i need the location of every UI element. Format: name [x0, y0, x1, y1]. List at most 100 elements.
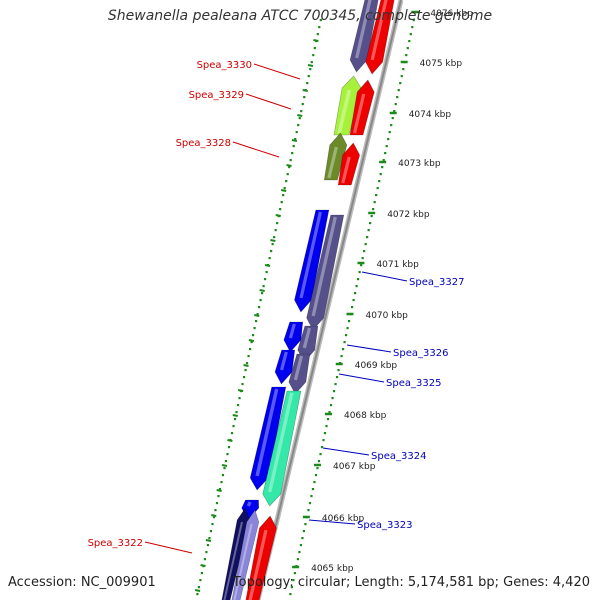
inner-tick-mark — [264, 264, 271, 267]
outer-dotted-ring — [325, 425, 328, 428]
inner-tick-mark — [216, 489, 222, 492]
inner-dotted-ring — [288, 166, 291, 169]
inner-dotted-ring — [218, 488, 222, 491]
outer-dotted-ring — [340, 355, 343, 358]
gene-label: Spea_3328 — [176, 138, 231, 149]
inner-dotted-ring — [283, 187, 286, 190]
inner-tick-mark — [254, 314, 260, 317]
inner-dotted-ring — [303, 96, 306, 99]
inner-dotted-ring — [306, 82, 309, 85]
inner-dotted-ring — [238, 397, 241, 400]
inner-dotted-ring — [318, 26, 321, 29]
outer-dotted-ring — [352, 299, 355, 302]
inner-dotted-ring — [244, 369, 247, 372]
gene-label: Spea_3329 — [189, 90, 244, 101]
inner-tick-mark — [270, 239, 276, 242]
outer-dotted-ring — [299, 544, 303, 547]
genome-backbone-core — [257, 0, 402, 600]
gene-label: Spea_3330 — [197, 60, 252, 71]
outer-dotted-ring — [408, 40, 411, 43]
inner-tick-mark — [286, 164, 292, 167]
inner-dotted-ring — [294, 138, 297, 141]
inner-tick-mark — [205, 539, 212, 542]
inner-dotted-ring — [268, 257, 271, 260]
inner-tick-mark — [313, 39, 319, 42]
outer-dotted-ring — [301, 537, 304, 540]
inner-dotted-ring — [247, 355, 250, 358]
gene-label: Spea_3327 — [409, 277, 464, 288]
outer-dotted-ring — [378, 180, 381, 183]
outer-dotted-ring — [399, 82, 402, 85]
gene-arrow-spea-3330-shine — [337, 89, 352, 134]
gene-arrow-spea-3325 — [288, 353, 311, 395]
inner-dotted-ring — [220, 481, 223, 484]
gene-arrow-blue-3324-shine — [255, 388, 279, 477]
outer-dotted-ring — [292, 579, 295, 582]
outer-dotted-ring — [369, 222, 372, 225]
tick-label: 4065 kbp — [311, 564, 354, 574]
gene-arrow-blue-3325 — [274, 349, 296, 385]
inner-tick-mark — [221, 464, 228, 467]
inner-dotted-ring — [212, 516, 216, 519]
gene-arrow-blue-3327-shine — [299, 211, 322, 299]
outer-dotted-ring — [293, 572, 297, 575]
inner-dotted-ring — [223, 467, 226, 470]
outer-dotted-ring — [363, 250, 366, 253]
outer-dotted-ring — [391, 117, 394, 120]
inner-dotted-ring — [262, 285, 265, 288]
outer-dotted-ring — [411, 26, 414, 29]
inner-dotted-ring — [248, 348, 252, 351]
outer-dotted-ring — [390, 124, 393, 127]
gene-label-leader-line — [338, 373, 385, 383]
outer-dotted-ring — [384, 152, 387, 155]
gene-arrow-spea-3324-shine — [267, 392, 294, 493]
inner-dotted-ring — [211, 523, 214, 526]
outer-dotted-ring — [350, 306, 354, 309]
inner-dotted-ring — [253, 327, 256, 330]
gene-arrow-spea-3325-shine — [293, 355, 304, 381]
inner-dotted-ring — [291, 152, 294, 155]
inner-dotted-ring — [310, 61, 313, 64]
inner-dotted-ring — [276, 222, 279, 225]
inner-dotted-ring — [251, 334, 255, 337]
gene-label-leader-line — [361, 271, 408, 282]
outer-dotted-ring — [329, 404, 333, 407]
outer-dotted-ring — [332, 390, 336, 393]
gene-arrow-blue-3325-shine — [279, 351, 288, 371]
gene-arrow-spea-3328-shine — [327, 146, 338, 179]
outer-dotted-ring — [394, 103, 397, 106]
inner-dotted-ring — [206, 544, 210, 547]
inner-dotted-ring — [235, 411, 238, 414]
outer-dotted-ring — [308, 502, 312, 505]
inner-dotted-ring — [250, 341, 253, 344]
outer-dotted-ring — [310, 495, 313, 498]
inner-dotted-ring — [274, 229, 277, 232]
gene-label: Spea_3325 — [386, 378, 441, 389]
gene-arrow-spea-3327-shine — [311, 216, 337, 317]
outer-dotted-ring — [331, 397, 334, 400]
outer-dotted-ring — [289, 593, 292, 596]
outer-dotted-ring — [290, 586, 293, 589]
inner-dotted-ring — [261, 292, 264, 295]
inner-tick-mark — [307, 64, 314, 67]
inner-dotted-ring — [257, 306, 261, 309]
outer-dotted-ring — [397, 89, 400, 92]
outer-dotted-ring — [343, 341, 346, 344]
inner-dotted-ring — [217, 495, 220, 498]
tick-label: 4067 kbp — [333, 462, 376, 472]
outer-dotted-ring — [320, 446, 324, 449]
inner-dotted-ring — [199, 579, 202, 582]
outer-dotted-ring — [376, 187, 379, 190]
gene-arrow-lavender-3322 — [231, 509, 260, 600]
inner-dotted-ring — [282, 194, 285, 197]
inner-tick-mark — [243, 364, 249, 367]
inner-tick-mark — [232, 414, 238, 417]
tick-label: 4071 kbp — [376, 260, 419, 270]
outer-dotted-ring — [367, 229, 370, 232]
outer-dotted-ring — [357, 278, 360, 281]
inner-dotted-ring — [295, 131, 298, 134]
inner-dotted-ring — [264, 278, 267, 281]
outer-dotted-ring — [388, 131, 391, 134]
gene-arrow-lavender-3322-shine — [233, 523, 253, 600]
